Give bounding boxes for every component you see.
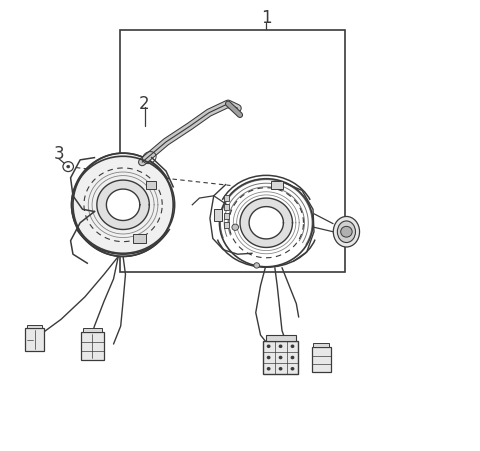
Circle shape: [249, 207, 283, 239]
Ellipse shape: [218, 175, 314, 272]
Ellipse shape: [337, 221, 356, 243]
Circle shape: [267, 356, 271, 359]
Ellipse shape: [70, 152, 177, 258]
Circle shape: [97, 181, 149, 230]
FancyBboxPatch shape: [224, 213, 229, 220]
FancyBboxPatch shape: [312, 348, 331, 372]
Circle shape: [341, 227, 352, 238]
Circle shape: [267, 345, 271, 348]
FancyBboxPatch shape: [214, 210, 222, 221]
Circle shape: [279, 367, 282, 371]
Ellipse shape: [73, 154, 173, 257]
Circle shape: [279, 345, 282, 348]
FancyBboxPatch shape: [81, 333, 104, 360]
FancyBboxPatch shape: [146, 182, 156, 189]
FancyBboxPatch shape: [83, 328, 102, 333]
Text: 2: 2: [139, 95, 150, 113]
FancyBboxPatch shape: [224, 222, 229, 229]
FancyBboxPatch shape: [271, 182, 283, 189]
Circle shape: [240, 198, 292, 248]
Circle shape: [67, 166, 70, 169]
Circle shape: [254, 263, 260, 268]
Circle shape: [279, 356, 282, 359]
Text: 3: 3: [53, 145, 64, 163]
FancyBboxPatch shape: [27, 325, 42, 329]
FancyBboxPatch shape: [224, 204, 229, 211]
Circle shape: [232, 225, 239, 231]
FancyBboxPatch shape: [132, 235, 146, 244]
Circle shape: [267, 367, 271, 371]
FancyBboxPatch shape: [25, 329, 44, 351]
FancyBboxPatch shape: [265, 336, 296, 341]
Circle shape: [290, 356, 294, 359]
Circle shape: [290, 345, 294, 348]
Circle shape: [107, 189, 140, 221]
Circle shape: [290, 367, 294, 371]
FancyBboxPatch shape: [313, 344, 329, 348]
Ellipse shape: [333, 217, 360, 248]
FancyBboxPatch shape: [263, 341, 299, 374]
FancyBboxPatch shape: [224, 195, 229, 202]
Text: 1: 1: [261, 9, 272, 28]
Circle shape: [63, 162, 73, 172]
